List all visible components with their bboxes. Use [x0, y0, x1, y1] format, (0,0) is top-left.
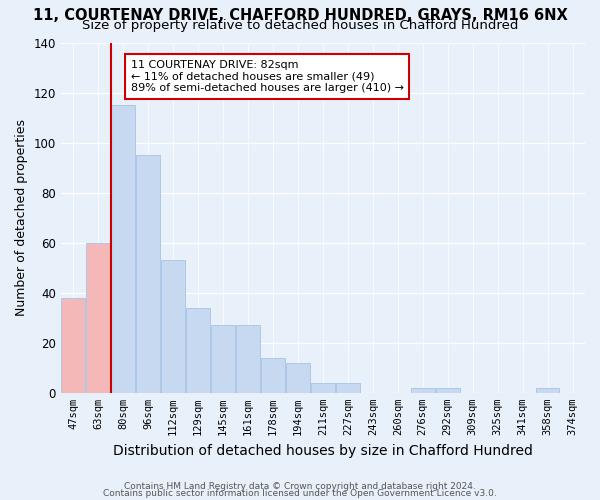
Bar	[311, 383, 335, 393]
Text: Contains HM Land Registry data © Crown copyright and database right 2024.: Contains HM Land Registry data © Crown c…	[124, 482, 476, 491]
Bar	[436, 388, 460, 393]
Text: 11, COURTENAY DRIVE, CHAFFORD HUNDRED, GRAYS, RM16 6NX: 11, COURTENAY DRIVE, CHAFFORD HUNDRED, G…	[32, 8, 568, 22]
Bar	[161, 260, 185, 393]
Bar	[112, 105, 135, 393]
Bar	[211, 325, 235, 393]
Bar	[286, 363, 310, 393]
Bar	[336, 383, 360, 393]
Text: 11 COURTENAY DRIVE: 82sqm
← 11% of detached houses are smaller (49)
89% of semi-: 11 COURTENAY DRIVE: 82sqm ← 11% of detac…	[131, 60, 404, 93]
Bar	[411, 388, 434, 393]
Bar	[186, 308, 210, 393]
Y-axis label: Number of detached properties: Number of detached properties	[15, 119, 28, 316]
Text: Contains public sector information licensed under the Open Government Licence v3: Contains public sector information licen…	[103, 490, 497, 498]
Bar	[136, 155, 160, 393]
Bar	[236, 325, 260, 393]
X-axis label: Distribution of detached houses by size in Chafford Hundred: Distribution of detached houses by size …	[113, 444, 533, 458]
Bar	[86, 242, 110, 393]
Bar	[61, 298, 85, 393]
Bar	[261, 358, 285, 393]
Bar	[536, 388, 559, 393]
Text: Size of property relative to detached houses in Chafford Hundred: Size of property relative to detached ho…	[82, 18, 518, 32]
